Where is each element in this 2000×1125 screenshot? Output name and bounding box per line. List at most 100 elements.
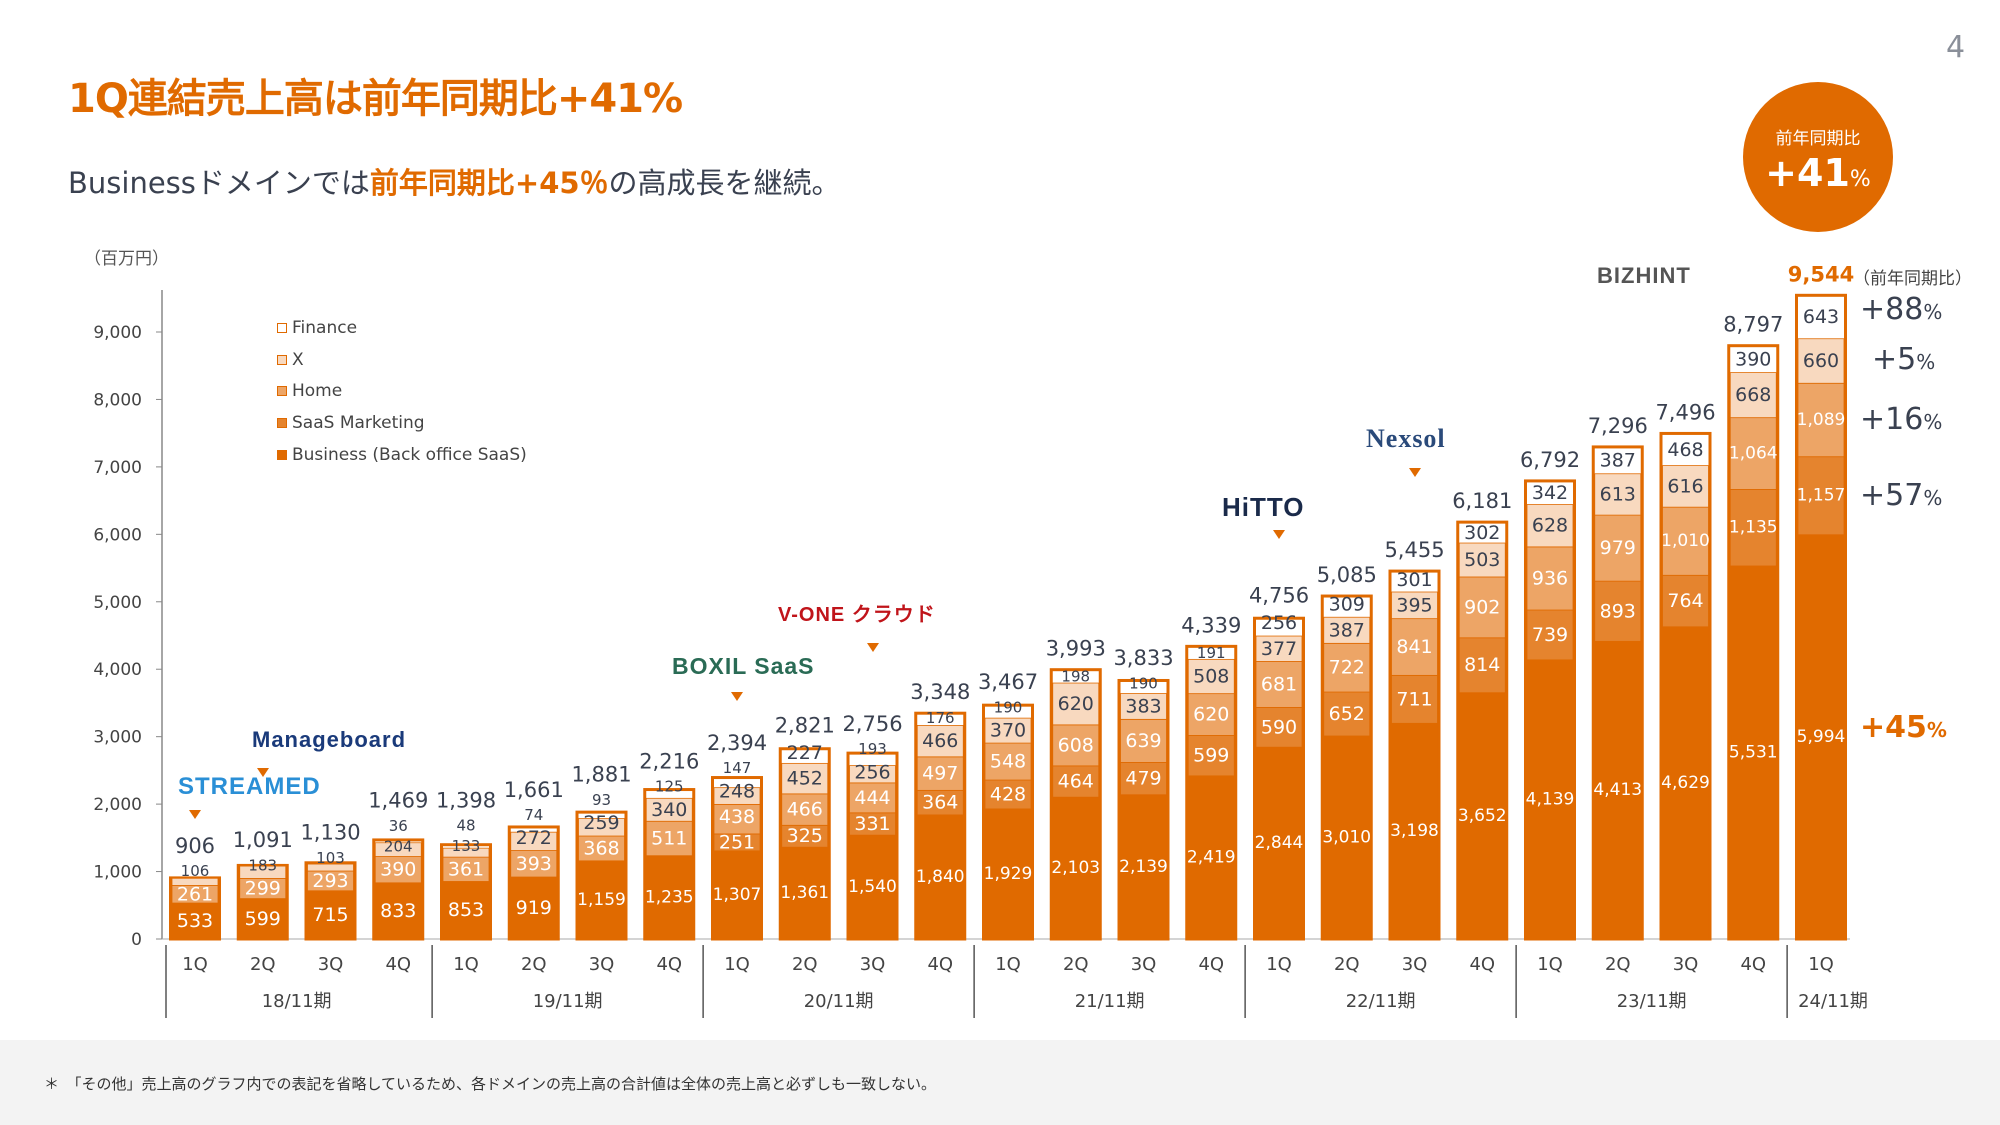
period-label: 21/11期 bbox=[1075, 991, 1145, 1012]
data-label-saas_marketing: 814 bbox=[1464, 654, 1500, 676]
data-label-x: 133 bbox=[452, 837, 481, 855]
bar-segment-business bbox=[984, 808, 1032, 940]
bar-segment-x bbox=[984, 717, 1032, 744]
legend-swatch bbox=[277, 418, 287, 429]
data-label-x: 503 bbox=[1464, 549, 1500, 571]
legend-item: X bbox=[277, 350, 304, 370]
data-label-home: 548 bbox=[990, 751, 1026, 773]
total-label: 6,181 bbox=[1452, 489, 1512, 513]
data-label-home: 936 bbox=[1532, 567, 1568, 589]
data-label-home: 393 bbox=[516, 853, 552, 875]
legend-label: Business (Back office SaaS) bbox=[292, 444, 527, 465]
product-logo: HiTTO bbox=[1222, 492, 1305, 522]
total-label: 5,455 bbox=[1384, 538, 1444, 562]
y-tick-label: 8,000 bbox=[93, 390, 142, 410]
legend-label: Finance bbox=[292, 318, 358, 338]
bar-segment-home bbox=[1526, 546, 1574, 611]
legend-label: X bbox=[292, 349, 304, 370]
data-label-finance: 227 bbox=[787, 742, 823, 764]
data-label-business: 4,139 bbox=[1526, 789, 1575, 809]
bar-segment-home bbox=[1187, 693, 1235, 736]
data-label-business: 2,103 bbox=[1051, 858, 1100, 878]
x-tick-label: 1Q bbox=[1537, 954, 1563, 975]
bar-segment-x bbox=[578, 818, 625, 837]
pointer-triangle-icon bbox=[256, 768, 269, 777]
data-label-finance: 256 bbox=[1261, 612, 1297, 634]
total-label: 1,398 bbox=[436, 788, 496, 812]
data-label-x: 613 bbox=[1600, 483, 1636, 505]
period-label: 24/11期 bbox=[1798, 991, 1868, 1012]
legend-item: Business (Back office SaaS) bbox=[277, 445, 527, 465]
x-tick-label: 2Q bbox=[521, 954, 547, 975]
total-label: 2,756 bbox=[842, 712, 902, 736]
data-label-home: 620 bbox=[1193, 704, 1229, 726]
y-tick-label: 1,000 bbox=[93, 863, 142, 883]
total-label: 7,496 bbox=[1655, 400, 1715, 424]
bar-segment-x bbox=[1458, 542, 1506, 578]
bar-segment-x bbox=[645, 797, 693, 822]
page-title: 1Q連結売上高は前年同期比+41% bbox=[68, 76, 683, 122]
x-tick-label: 4Q bbox=[1469, 954, 1495, 975]
data-label-finance: 390 bbox=[1735, 348, 1771, 370]
bar-segment-saas_marketing bbox=[1120, 762, 1167, 796]
y-tick-label: 2,000 bbox=[93, 795, 142, 815]
data-label-x: 272 bbox=[516, 827, 552, 849]
bar-segment-saas_marketing bbox=[1187, 735, 1235, 777]
bar-segment-x bbox=[849, 765, 896, 784]
data-label-finance: 198 bbox=[1061, 667, 1090, 685]
bar-segment-business bbox=[1526, 659, 1574, 940]
data-label-business: 1,929 bbox=[984, 864, 1033, 884]
pointer-triangle-icon bbox=[189, 810, 201, 819]
data-label-finance: 643 bbox=[1803, 306, 1839, 328]
product-logo: STREAMED bbox=[178, 773, 321, 800]
bar-segment-x bbox=[713, 787, 761, 805]
bar-segment-saas_marketing bbox=[1391, 674, 1438, 724]
x-tick-label: 1Q bbox=[182, 954, 208, 975]
data-label-x: 620 bbox=[1058, 693, 1094, 715]
yoy-label: +45% bbox=[1860, 710, 1947, 745]
yoy-value: +5 bbox=[1872, 342, 1917, 377]
subtitle-post: の高成長を継続。 bbox=[608, 166, 841, 200]
y-tick-label: 9,000 bbox=[93, 323, 142, 343]
bar-segment-saas_marketing bbox=[1255, 706, 1303, 748]
data-label-x: 466 bbox=[922, 730, 958, 752]
bar-segment-business bbox=[442, 881, 490, 940]
x-tick-label: 1Q bbox=[724, 954, 750, 975]
data-label-finance: 302 bbox=[1464, 522, 1500, 544]
data-label-home: 608 bbox=[1058, 734, 1094, 756]
data-label-business: 4,413 bbox=[1593, 780, 1642, 800]
data-label-business: 3,198 bbox=[1390, 821, 1439, 841]
x-tick-label: 3Q bbox=[1402, 954, 1428, 975]
x-tick-label: 4Q bbox=[1740, 954, 1766, 975]
legend-item: Home bbox=[277, 381, 342, 401]
bar-segment-x bbox=[374, 842, 422, 857]
bar-segment-x bbox=[1255, 635, 1303, 662]
data-label-saas_marketing: 331 bbox=[854, 813, 890, 835]
data-label-home: 390 bbox=[380, 859, 416, 881]
legend-swatch bbox=[277, 354, 287, 365]
data-label-business: 3,652 bbox=[1458, 806, 1507, 826]
data-label-x: 383 bbox=[1125, 695, 1161, 717]
x-tick-label: 3Q bbox=[1673, 954, 1699, 975]
data-label-finance: 147 bbox=[723, 759, 752, 777]
data-label-finance: 301 bbox=[1396, 569, 1432, 591]
bar-segment-business bbox=[578, 860, 625, 940]
bar-segment-x bbox=[1797, 338, 1845, 384]
data-label-saas_marketing: 590 bbox=[1261, 716, 1297, 738]
data-label-home: 299 bbox=[245, 878, 281, 900]
data-label-x: 660 bbox=[1803, 350, 1839, 372]
x-tick-label: 2Q bbox=[792, 954, 818, 975]
bar-segment-x bbox=[1052, 682, 1100, 726]
data-label-x: 628 bbox=[1532, 515, 1568, 537]
page-subtitle: Businessドメインでは前年同期比+45％の高成長を継続。 bbox=[68, 160, 841, 202]
bar-segment-home bbox=[1052, 724, 1100, 767]
data-label-x: 103 bbox=[316, 849, 345, 867]
total-label: 3,467 bbox=[978, 670, 1038, 694]
total-label: 8,797 bbox=[1723, 313, 1783, 337]
bar-segment-home bbox=[1594, 514, 1642, 582]
bar-segment-business bbox=[1729, 565, 1777, 940]
badge-unit: % bbox=[1849, 167, 1871, 192]
subtitle-highlight: 前年同期比+45％ bbox=[369, 166, 609, 200]
data-label-x: 452 bbox=[787, 768, 823, 790]
bar-segment-business bbox=[916, 814, 964, 940]
